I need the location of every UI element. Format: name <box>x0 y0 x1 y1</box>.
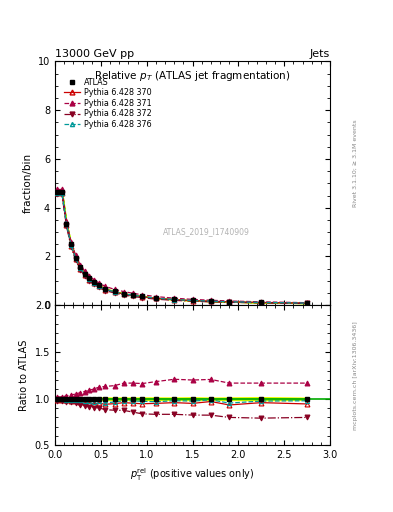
X-axis label: $p_{\mathrm{T}}^{\mathrm{rel}}$ (positive values only): $p_{\mathrm{T}}^{\mathrm{rel}}$ (positiv… <box>130 466 255 483</box>
Legend: ATLAS, Pythia 6.428 370, Pythia 6.428 371, Pythia 6.428 372, Pythia 6.428 376: ATLAS, Pythia 6.428 370, Pythia 6.428 37… <box>62 75 154 132</box>
Text: mcplots.cern.ch [arXiv:1306.3436]: mcplots.cern.ch [arXiv:1306.3436] <box>353 321 358 430</box>
Text: 13000 GeV pp: 13000 GeV pp <box>55 49 134 59</box>
Text: Relative $p_{T}$ (ATLAS jet fragmentation): Relative $p_{T}$ (ATLAS jet fragmentatio… <box>94 69 291 83</box>
Text: Jets: Jets <box>310 49 330 59</box>
Text: Rivet 3.1.10; ≥ 3.1M events: Rivet 3.1.10; ≥ 3.1M events <box>353 119 358 207</box>
Y-axis label: fraction/bin: fraction/bin <box>22 153 32 214</box>
Y-axis label: Ratio to ATLAS: Ratio to ATLAS <box>19 339 29 411</box>
Text: ATLAS_2019_I1740909: ATLAS_2019_I1740909 <box>163 228 250 237</box>
